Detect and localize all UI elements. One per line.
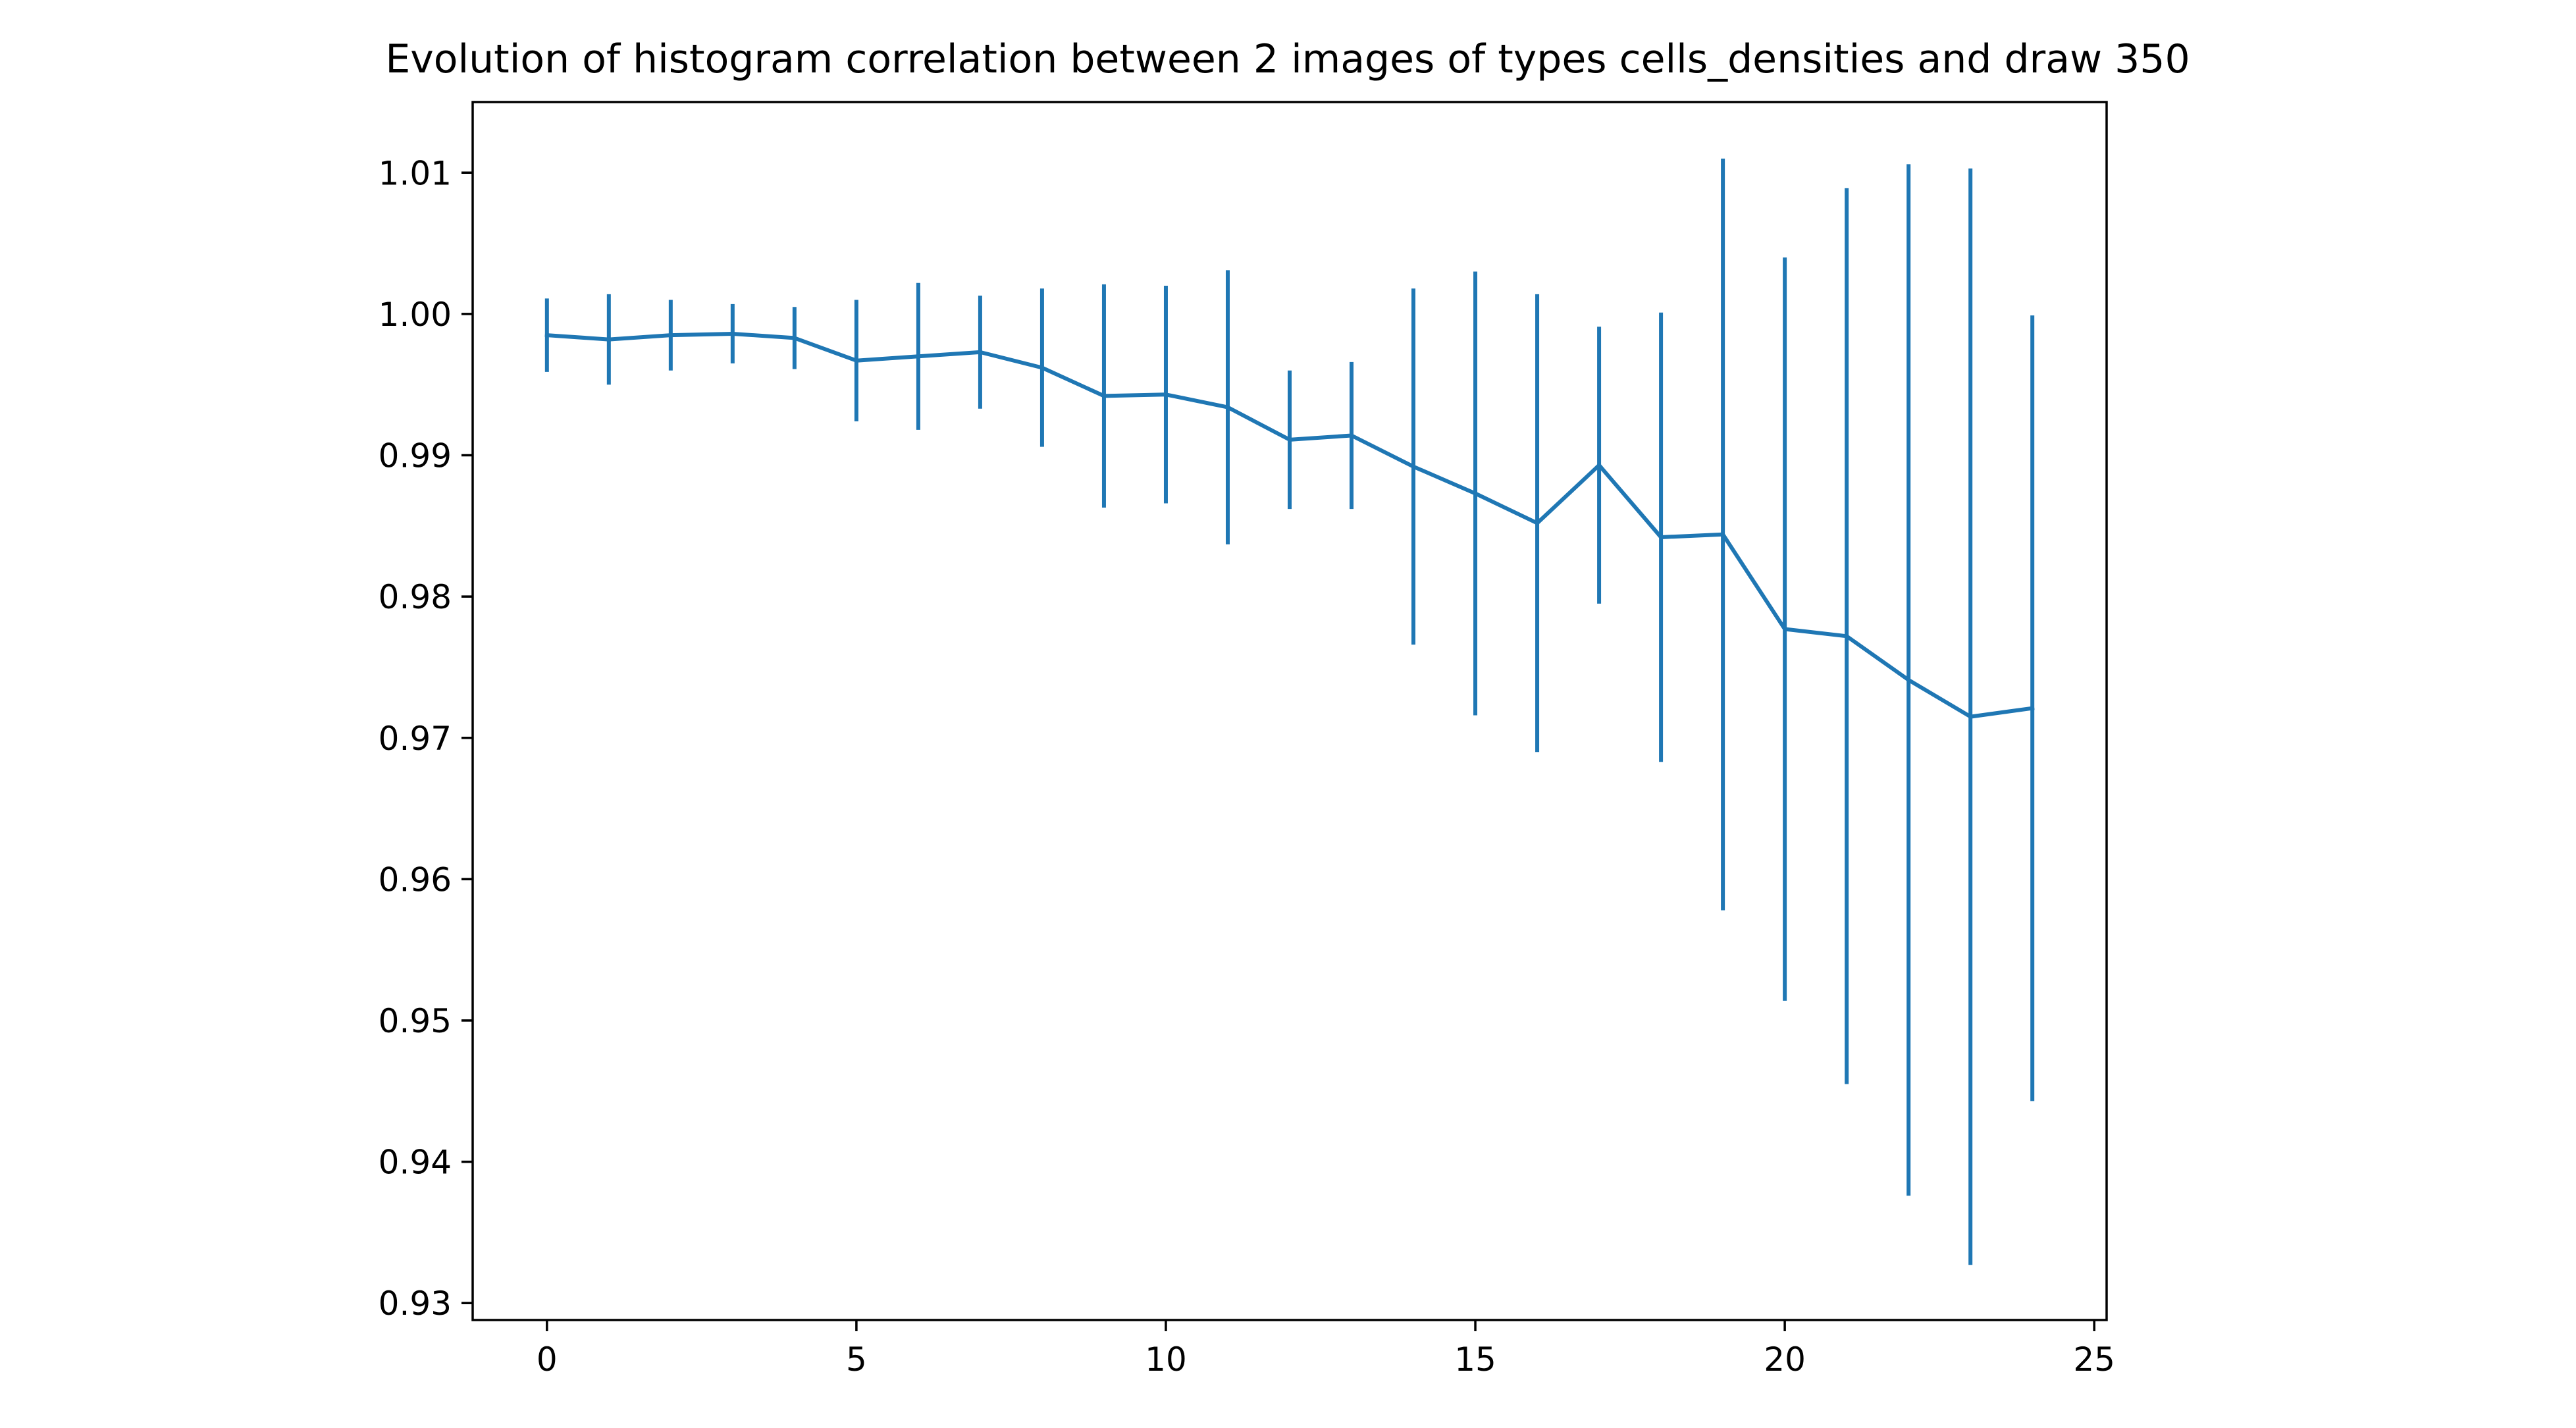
data-point xyxy=(1659,535,1664,540)
data-point xyxy=(1906,677,1911,682)
y-tick-label: 0.93 xyxy=(379,1284,452,1323)
data-point xyxy=(1225,405,1230,410)
data-point xyxy=(1721,532,1725,537)
data-point xyxy=(916,354,920,359)
data-point xyxy=(978,350,982,354)
data-point xyxy=(792,336,797,340)
plot-content xyxy=(544,158,2035,1265)
y-tick-label: 0.99 xyxy=(379,437,452,475)
y-axis: 0.93 0.94 0.95 0.96 0.97 0.98 0.99 1.00 1.01 xyxy=(379,154,473,1323)
data-point xyxy=(1039,365,1044,370)
axes-frame xyxy=(471,101,2108,1321)
y-tick-label: 0.95 xyxy=(379,1002,452,1040)
y-tick-label: 1.00 xyxy=(379,296,452,334)
data-point xyxy=(1163,392,1168,397)
data-point xyxy=(730,331,735,336)
data-point xyxy=(1535,521,1540,525)
data-point xyxy=(1411,464,1416,469)
y-tick-label: 0.97 xyxy=(379,720,452,758)
x-tick-label: 5 xyxy=(846,1340,867,1379)
data-point xyxy=(668,333,673,338)
data-point xyxy=(1101,394,1106,398)
y-tick-label: 1.01 xyxy=(379,154,452,192)
data-point xyxy=(544,333,549,338)
x-axis: 0 5 10 15 20 25 xyxy=(537,1320,2115,1379)
data-point xyxy=(1845,634,1849,639)
data-point xyxy=(1473,491,1478,496)
chart-title: Evolution of histogram correlation betwe… xyxy=(385,36,2190,82)
data-point xyxy=(1597,463,1602,467)
data-point xyxy=(1968,714,1973,719)
plot-frame xyxy=(471,101,2108,1321)
data-point xyxy=(1350,433,1354,438)
y-tick-label: 0.94 xyxy=(379,1144,452,1182)
data-point xyxy=(606,337,611,342)
x-tick-label: 20 xyxy=(1764,1340,1806,1379)
x-tick-label: 10 xyxy=(1145,1340,1187,1379)
x-tick-label: 15 xyxy=(1454,1340,1496,1379)
data-point xyxy=(854,358,858,363)
y-tick-label: 0.98 xyxy=(379,578,452,616)
x-tick-label: 0 xyxy=(537,1340,558,1379)
data-point xyxy=(1288,437,1292,442)
y-tick-label: 0.96 xyxy=(379,860,452,899)
x-tick-label: 25 xyxy=(2073,1340,2115,1379)
data-point xyxy=(1783,627,1787,631)
data-point xyxy=(2030,706,2035,710)
